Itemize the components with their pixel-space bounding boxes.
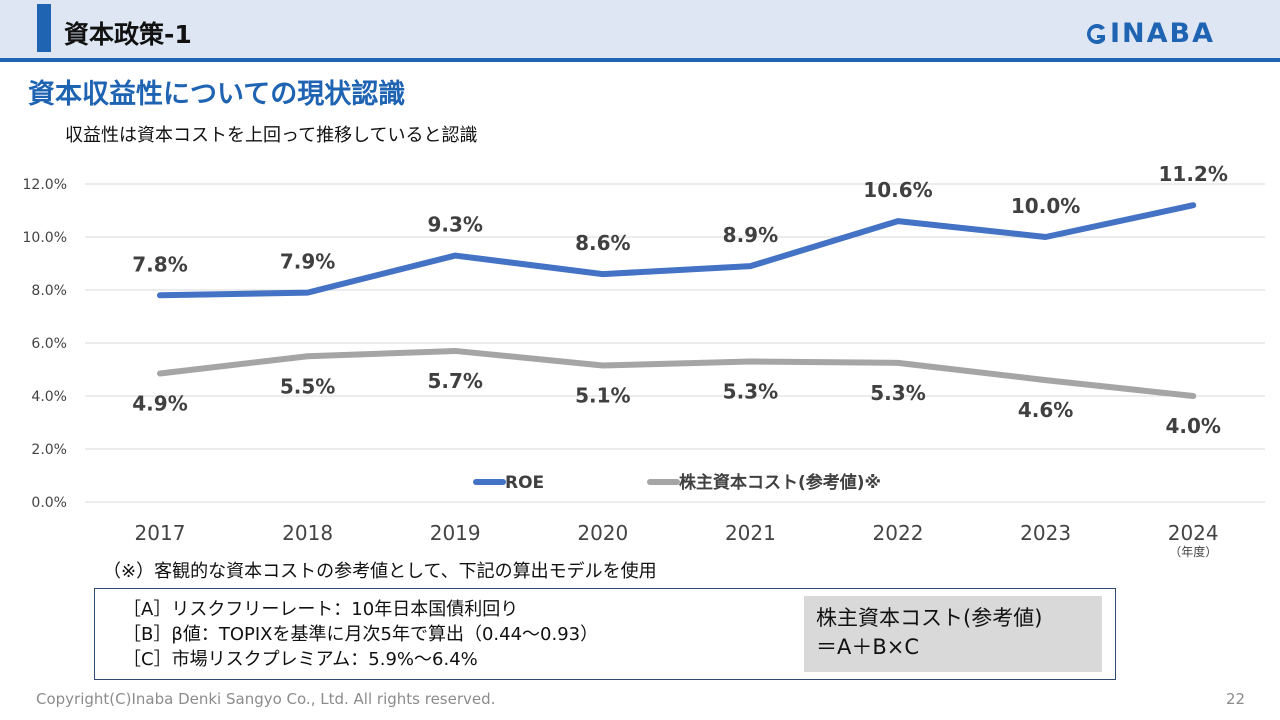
legend-label: ROE xyxy=(505,473,544,493)
data-label: 8.6% xyxy=(575,231,630,255)
x-tick-label: 2022 xyxy=(873,521,924,545)
data-label: 5.3% xyxy=(723,380,778,404)
x-tick-label: 2019 xyxy=(430,521,481,545)
formula-definitions: ［A］リスクフリーレート：10年日本国債利回り ［B］β値：TOPIXを基準に月… xyxy=(123,597,598,672)
data-label: 7.8% xyxy=(132,252,187,276)
logo-mark-icon xyxy=(1087,24,1105,44)
formula-result-box: 株主資本コスト(参考値) ＝A＋B×C xyxy=(804,596,1102,672)
x-tick-label: 2018 xyxy=(282,521,333,545)
data-label: 10.6% xyxy=(863,178,932,202)
data-label: 10.0% xyxy=(1011,194,1080,218)
data-label: 5.7% xyxy=(427,369,482,393)
header-accent xyxy=(37,4,51,52)
y-tick-label: 0.0% xyxy=(31,495,67,511)
y-tick-label: 12.0% xyxy=(23,177,67,193)
formula-result-equation: ＝A＋B×C xyxy=(816,635,920,659)
y-tick-label: 4.0% xyxy=(31,389,67,405)
data-label: 11.2% xyxy=(1159,162,1228,186)
x-unit-label: （年度） xyxy=(1169,544,1217,559)
y-tick-label: 10.0% xyxy=(23,230,67,246)
formula-line-c: ［C］市場リスクプレミアム：5.9%～6.4% xyxy=(123,649,478,670)
section-subtitle: 資本収益性についての現状認識 xyxy=(28,79,406,110)
page-number: 22 xyxy=(1226,690,1246,708)
x-tick-label: 2024 xyxy=(1168,521,1219,545)
series-line xyxy=(157,347,1197,399)
company-logo: INABA xyxy=(1084,19,1215,49)
footnote: （※）客観的な資本コストの参考値として、下記の算出モデルを使用 xyxy=(103,561,657,582)
y-tick-label: 6.0% xyxy=(31,336,67,352)
data-label: 7.9% xyxy=(280,250,335,274)
data-label: 9.3% xyxy=(427,213,482,237)
data-label: 5.3% xyxy=(870,381,925,405)
data-label: 4.0% xyxy=(1165,414,1220,438)
x-tick-label: 2017 xyxy=(135,521,186,545)
formula-result-label: 株主資本コスト(参考値) xyxy=(816,606,1043,630)
formula-line-b: ［B］β値：TOPIXを基準に月次5年で算出（0.44～0.93） xyxy=(123,624,599,645)
logo-text: INABA xyxy=(1110,18,1216,49)
header-bar xyxy=(0,0,1280,58)
header-underline xyxy=(0,58,1280,62)
x-tick-label: 2021 xyxy=(725,521,776,545)
y-tick-label: 8.0% xyxy=(31,283,67,299)
roe-vs-cost-line-chart: 0.0% 2.0% 4.0% 6.0% 8.0% 10.0% 12.0% 2017 2018 20… xyxy=(23,162,1265,559)
data-label: 8.9% xyxy=(723,223,778,247)
formula-box: ［A］リスクフリーレート：10年日本国債利回り ［B］β値：TOPIXを基準に月… xyxy=(94,588,1116,680)
x-tick-label: 2020 xyxy=(577,521,628,545)
x-tick-label: 2023 xyxy=(1020,521,1071,545)
y-tick-label: 2.0% xyxy=(31,442,67,458)
data-label: 4.9% xyxy=(132,391,187,415)
legend-label: 株主資本コスト(参考値)※ xyxy=(679,472,881,493)
lead-text: 収益性は資本コストを上回って推移していると認識 xyxy=(65,125,478,146)
series-line xyxy=(157,202,1197,299)
page-title: 資本政策-1 xyxy=(64,20,192,49)
copyright-text: Copyright(C)Inaba Denki Sangyo Co., Ltd.… xyxy=(36,690,496,708)
data-label: 5.1% xyxy=(575,384,630,408)
formula-line-a: ［A］リスクフリーレート：10年日本国債利回り xyxy=(123,599,519,620)
data-label: 5.5% xyxy=(280,374,335,398)
data-label: 4.6% xyxy=(1018,398,1073,422)
